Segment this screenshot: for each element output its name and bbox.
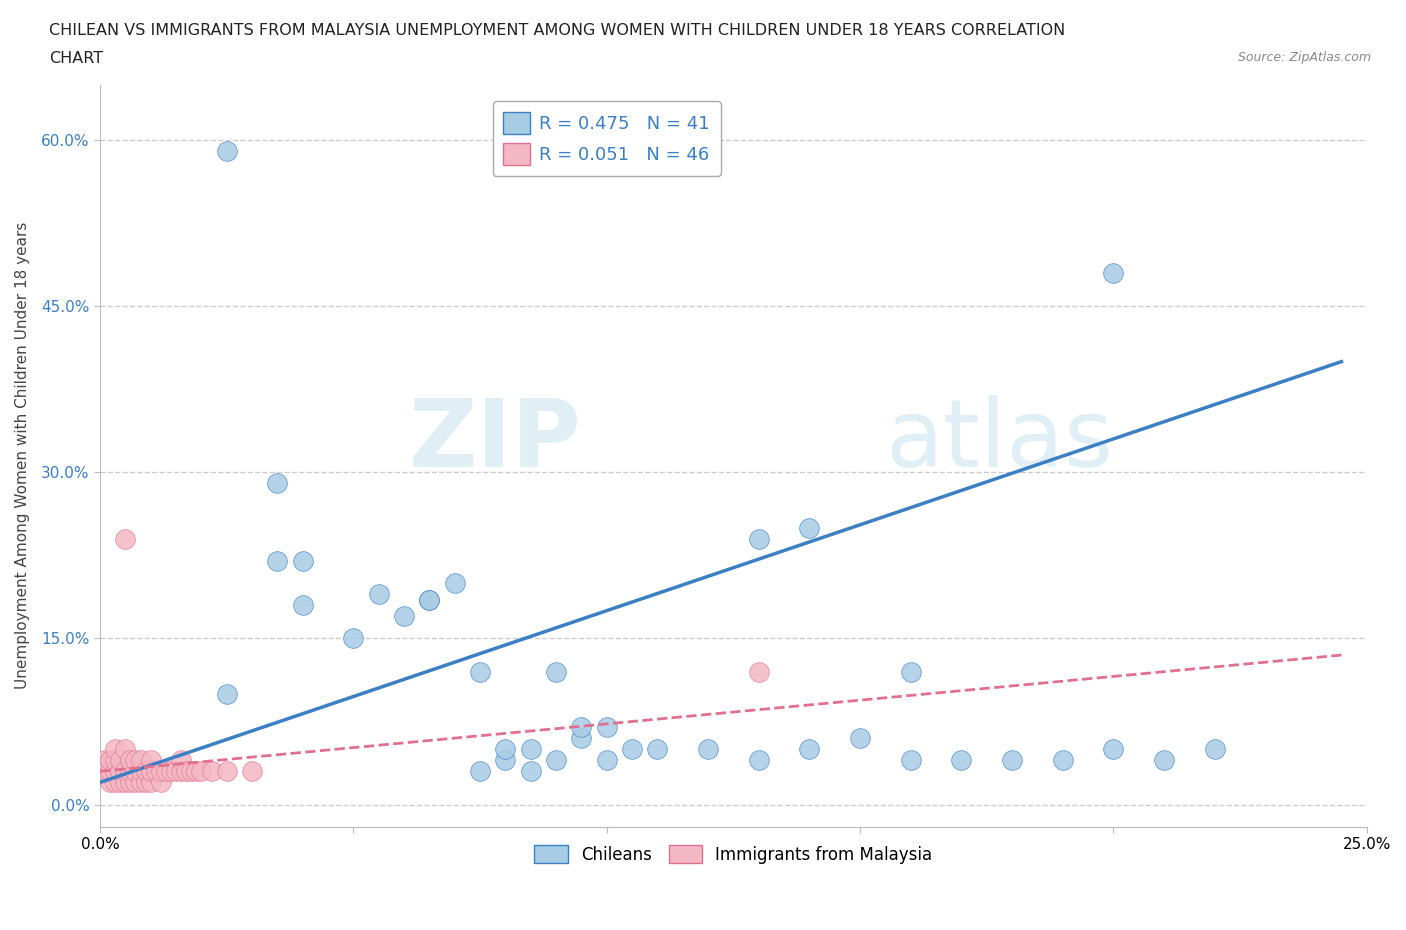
- Point: [165, 764, 187, 778]
- Point: [799, 742, 821, 757]
- Point: [110, 752, 132, 767]
- Point: [155, 764, 177, 778]
- Point: [98, 752, 121, 767]
- Point: [494, 742, 516, 757]
- Point: [215, 686, 238, 701]
- Point: [135, 764, 157, 778]
- Point: [392, 609, 415, 624]
- Point: [94, 764, 117, 778]
- Point: [139, 775, 162, 790]
- Point: [200, 764, 222, 778]
- Point: [160, 764, 183, 778]
- Point: [114, 531, 136, 546]
- Point: [468, 664, 491, 679]
- Point: [139, 764, 162, 778]
- Point: [104, 764, 127, 778]
- Point: [571, 731, 593, 746]
- Point: [104, 742, 127, 757]
- Point: [104, 775, 127, 790]
- Point: [186, 764, 208, 778]
- Point: [145, 764, 167, 778]
- Point: [900, 664, 922, 679]
- Point: [647, 742, 669, 757]
- Point: [124, 752, 146, 767]
- Point: [110, 764, 132, 778]
- Point: [519, 764, 541, 778]
- Point: [849, 731, 872, 746]
- Point: [149, 764, 172, 778]
- Point: [114, 742, 136, 757]
- Point: [494, 752, 516, 767]
- Point: [748, 531, 770, 546]
- Point: [596, 752, 619, 767]
- Point: [170, 752, 193, 767]
- Text: Source: ZipAtlas.com: Source: ZipAtlas.com: [1237, 51, 1371, 64]
- Point: [120, 752, 142, 767]
- Point: [110, 775, 132, 790]
- Point: [1102, 742, 1125, 757]
- Point: [98, 775, 121, 790]
- Point: [114, 775, 136, 790]
- Text: atlas: atlas: [886, 395, 1114, 487]
- Text: CHART: CHART: [49, 51, 103, 66]
- Point: [342, 631, 364, 646]
- Point: [98, 764, 121, 778]
- Point: [799, 520, 821, 535]
- Point: [240, 764, 263, 778]
- Text: ZIP: ZIP: [409, 395, 582, 487]
- Point: [544, 664, 567, 679]
- Point: [1102, 266, 1125, 281]
- Point: [129, 764, 152, 778]
- Point: [1153, 752, 1175, 767]
- Y-axis label: Unemployment Among Women with Children Under 18 years: Unemployment Among Women with Children U…: [15, 222, 30, 689]
- Point: [468, 764, 491, 778]
- Point: [571, 720, 593, 735]
- Point: [215, 144, 238, 159]
- Point: [748, 752, 770, 767]
- Point: [1052, 752, 1074, 767]
- Point: [120, 775, 142, 790]
- Text: CHILEAN VS IMMIGRANTS FROM MALAYSIA UNEMPLOYMENT AMONG WOMEN WITH CHILDREN UNDER: CHILEAN VS IMMIGRANTS FROM MALAYSIA UNEM…: [49, 23, 1066, 38]
- Point: [135, 775, 157, 790]
- Point: [149, 775, 172, 790]
- Point: [180, 764, 202, 778]
- Point: [697, 742, 720, 757]
- Point: [120, 764, 142, 778]
- Point: [104, 752, 127, 767]
- Point: [124, 775, 146, 790]
- Point: [1001, 752, 1024, 767]
- Point: [291, 553, 314, 568]
- Point: [418, 592, 440, 607]
- Point: [900, 752, 922, 767]
- Point: [114, 764, 136, 778]
- Point: [367, 587, 389, 602]
- Point: [215, 764, 238, 778]
- Point: [1204, 742, 1226, 757]
- Point: [139, 752, 162, 767]
- Point: [174, 764, 197, 778]
- Point: [190, 764, 212, 778]
- Legend: Chileans, Immigrants from Malaysia: Chileans, Immigrants from Malaysia: [527, 839, 939, 870]
- Point: [266, 476, 288, 491]
- Point: [129, 775, 152, 790]
- Point: [124, 764, 146, 778]
- Point: [129, 752, 152, 767]
- Point: [443, 576, 465, 591]
- Point: [748, 664, 770, 679]
- Point: [291, 598, 314, 613]
- Point: [621, 742, 644, 757]
- Point: [519, 742, 541, 757]
- Point: [418, 592, 440, 607]
- Point: [266, 553, 288, 568]
- Point: [544, 752, 567, 767]
- Point: [950, 752, 973, 767]
- Point: [596, 720, 619, 735]
- Point: [170, 764, 193, 778]
- Point: [94, 752, 117, 767]
